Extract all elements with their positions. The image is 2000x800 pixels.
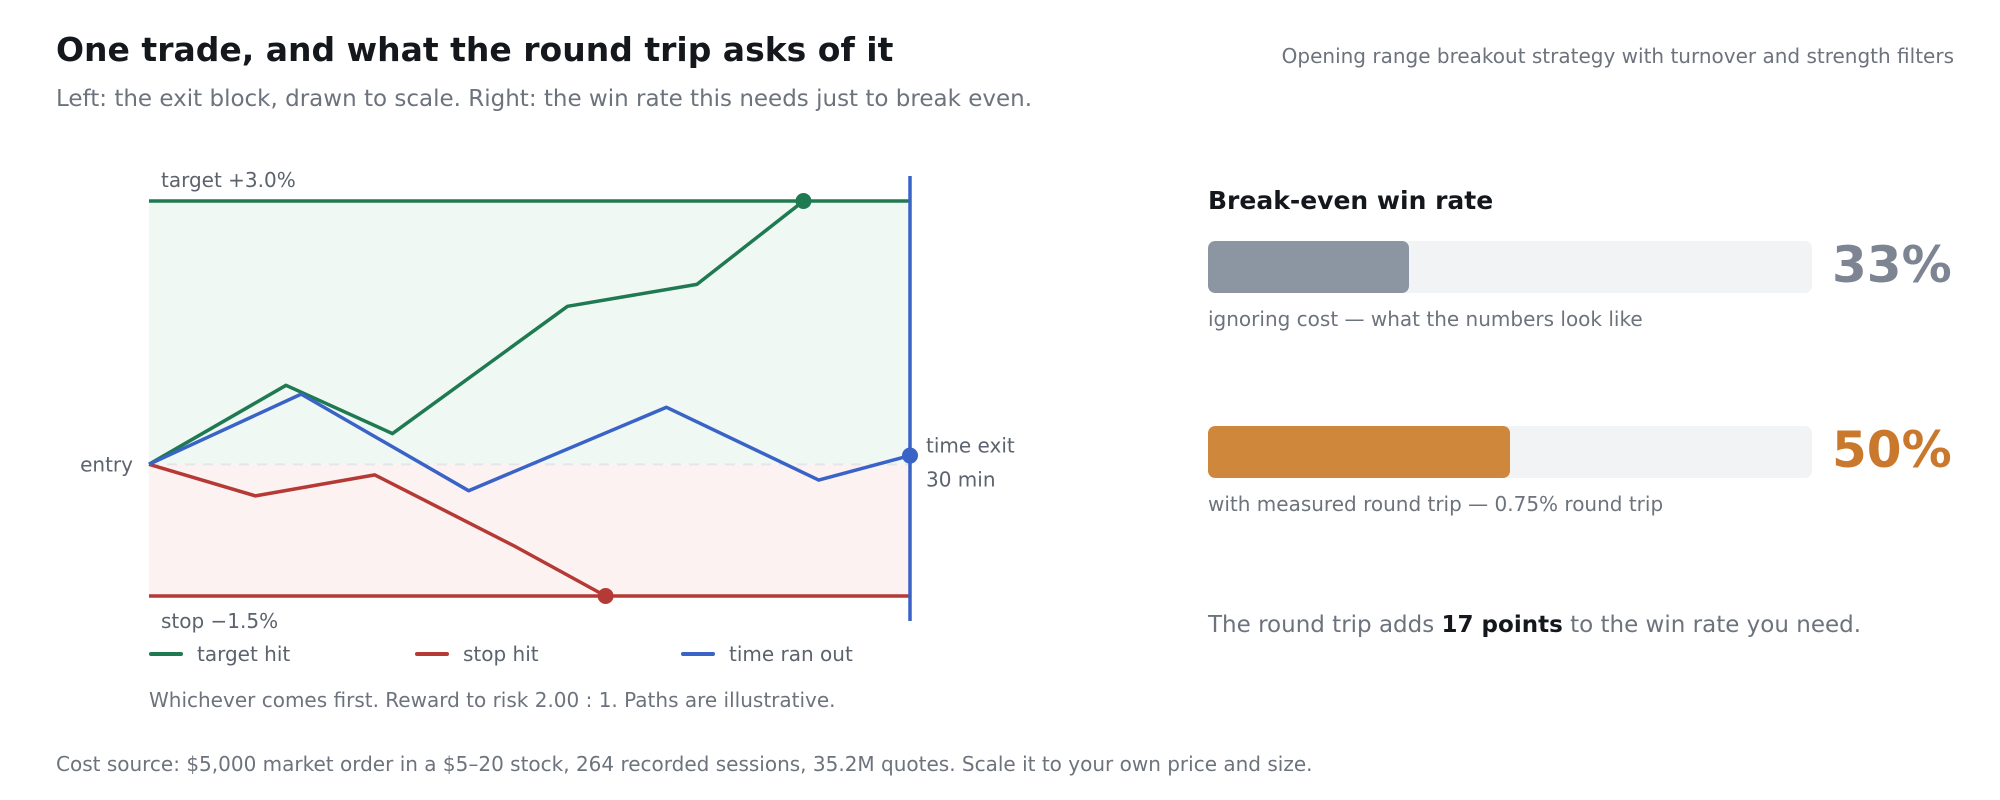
series-line-stop-hit xyxy=(148,462,607,598)
exit-point-target-hit xyxy=(795,193,812,209)
strategy-context-label: Opening range breakout strategy with tur… xyxy=(1281,44,1954,68)
page-title: One trade, and what the round trip asks … xyxy=(56,30,894,69)
legend-swatch xyxy=(415,652,449,656)
breakeven-title: Break-even win rate xyxy=(1208,186,1494,215)
chart-legend: target hit stop hit time ran out xyxy=(149,642,929,672)
chart-caption: Whichever comes first. Reward to risk 2.… xyxy=(149,688,836,712)
breakeven-value-ignoring-cost: 33% xyxy=(1832,236,1952,294)
page-subtitle: Left: the exit block, drawn to scale. Ri… xyxy=(56,86,1033,112)
stop-zone xyxy=(149,464,910,596)
exit-point-time-ran-out xyxy=(902,447,918,464)
breakeven-row-ignoring-cost: 33% ignoring cost — what the numbers loo… xyxy=(1208,236,1968,351)
exit-block-chart: target +3.0% stop −1.5% entry time exit … xyxy=(80,168,1015,633)
legend-swatch xyxy=(149,652,183,656)
time-exit-label: time exit xyxy=(926,433,1015,457)
legend-label: target hit xyxy=(197,642,291,666)
summary-text-after: to the win rate you need. xyxy=(1562,612,1862,638)
breakeven-value-with-cost: 50% xyxy=(1832,421,1952,479)
legend-swatch xyxy=(681,652,715,656)
entry-level-label: entry xyxy=(80,452,133,476)
series-line-target-hit xyxy=(148,199,805,466)
legend-item-time-ran-out: time ran out xyxy=(681,642,853,666)
stop-level-label: stop −1.5% xyxy=(161,609,278,633)
breakeven-note-with-cost: with measured round trip — 0.75% round t… xyxy=(1208,492,1664,516)
cost-source-note: Cost source: $5,000 market order in a $5… xyxy=(56,752,1313,776)
exit-point-stop-hit xyxy=(597,588,614,604)
breakeven-summary: The round trip adds 17 points to the win… xyxy=(1208,612,1861,638)
progress-track xyxy=(1208,426,1812,478)
summary-emphasis: 17 points xyxy=(1441,612,1563,638)
time-exit-duration-label: 30 min xyxy=(926,467,996,491)
target-level-label: target +3.0% xyxy=(161,168,296,192)
summary-text-before: The round trip adds xyxy=(1208,612,1442,638)
legend-label: time ran out xyxy=(729,642,853,666)
breakeven-panel: Break-even win rate 33% ignoring cost — … xyxy=(1208,186,1968,646)
progress-fill-ignoring-cost xyxy=(1208,241,1410,293)
legend-item-target-hit: target hit xyxy=(149,642,290,666)
legend-item-stop-hit: stop hit xyxy=(415,642,539,666)
breakeven-note-ignoring-cost: ignoring cost — what the numbers look li… xyxy=(1208,307,1643,331)
progress-track xyxy=(1208,241,1812,293)
legend-label: stop hit xyxy=(463,642,539,666)
series-line-time-ran-out xyxy=(148,392,911,493)
progress-fill-with-cost xyxy=(1208,426,1510,478)
breakeven-row-with-cost: 50% with measured round trip — 0.75% rou… xyxy=(1208,421,1968,536)
